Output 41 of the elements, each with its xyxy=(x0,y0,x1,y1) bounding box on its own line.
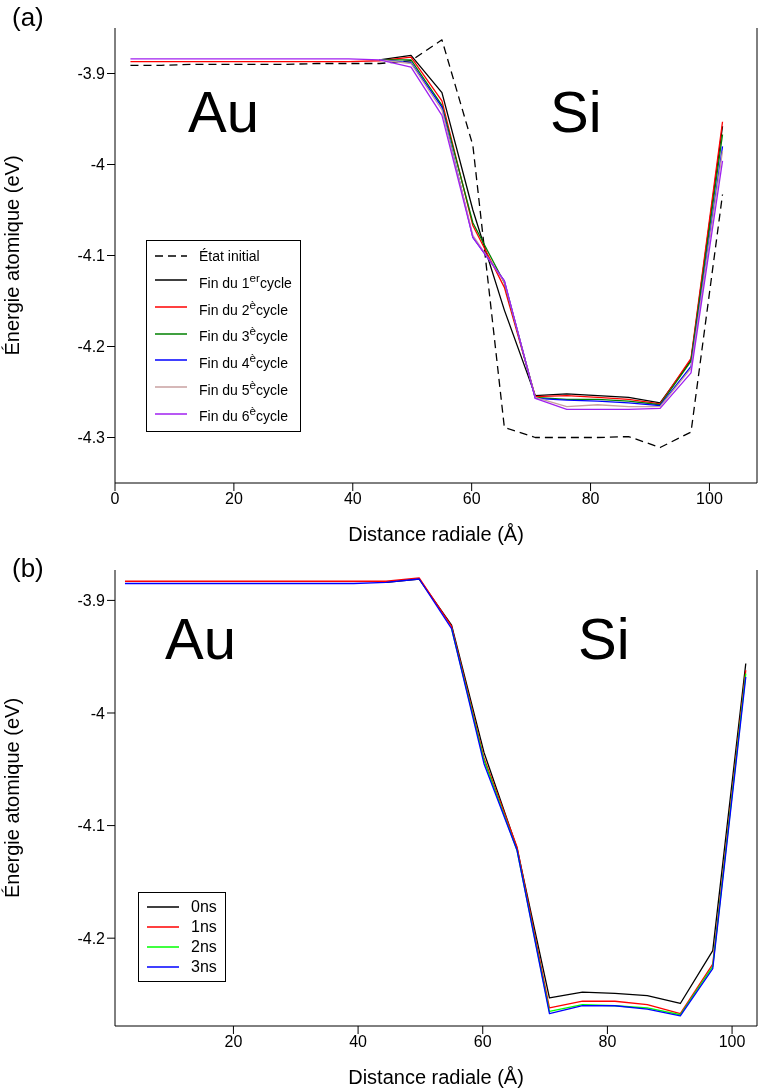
x-tick-label: 20 xyxy=(224,490,243,508)
x-tick-label: 100 xyxy=(718,1033,746,1051)
legend-label: 1ns xyxy=(191,917,217,937)
annotation: Si xyxy=(578,605,630,672)
x-tick-label: 60 xyxy=(473,1033,492,1051)
legend-label: Fin du 2$^{è}$cycle xyxy=(199,296,288,320)
y-tick-label: -4 xyxy=(90,156,106,174)
y-tick-label: -4.1 xyxy=(77,817,106,835)
y-axis-title: Énergie atomique (eV) xyxy=(1,697,24,899)
x-axis-title: Distance radiale (Å) xyxy=(348,1066,524,1088)
x-tick-label: 60 xyxy=(462,490,481,508)
legend-label: Fin du 3$^{è}$cycle xyxy=(199,323,288,346)
x-tick-label: 100 xyxy=(696,490,723,508)
legend-label: 0ns xyxy=(191,897,217,917)
x-tick-label: 40 xyxy=(343,490,362,508)
legend-label: 2ns xyxy=(191,937,217,957)
chart-title: (a) xyxy=(12,2,44,33)
x-tick-label: 80 xyxy=(581,490,600,508)
x-axis-title: Distance radiale (Å) xyxy=(348,523,524,545)
y-axis-title: Énergie atomique (eV) xyxy=(1,155,24,356)
y-tick-label: -4 xyxy=(90,704,106,722)
annotation: Au xyxy=(165,605,236,672)
y-tick-label: -4.2 xyxy=(77,338,106,356)
annotation: Au xyxy=(188,78,259,145)
y-tick-label: -4.3 xyxy=(77,429,106,447)
x-tick-label: 80 xyxy=(598,1033,617,1051)
y-tick-label: -4.1 xyxy=(77,247,106,265)
legend-label: Fin du 6$^{è}$cycle xyxy=(199,403,288,426)
legend-label: Fin du 1$^{er}$cycle xyxy=(199,270,292,293)
legend-label: État initial xyxy=(199,247,260,266)
chart-title: (b) xyxy=(12,553,44,584)
annotation: Si xyxy=(550,78,602,145)
x-tick-label: 40 xyxy=(349,1033,368,1051)
legend-label: 3ns xyxy=(191,957,217,977)
y-tick-label: -3.9 xyxy=(77,592,106,610)
legend-label: Fin du 4$^{è}$cycle xyxy=(199,349,288,373)
x-tick-label: 20 xyxy=(224,1033,243,1051)
legend-label: Fin du 5$^{è}$cycle xyxy=(199,376,288,400)
x-tick-label: 0 xyxy=(110,490,120,508)
y-tick-label: -3.9 xyxy=(77,65,106,83)
y-tick-label: -4.2 xyxy=(77,929,106,947)
